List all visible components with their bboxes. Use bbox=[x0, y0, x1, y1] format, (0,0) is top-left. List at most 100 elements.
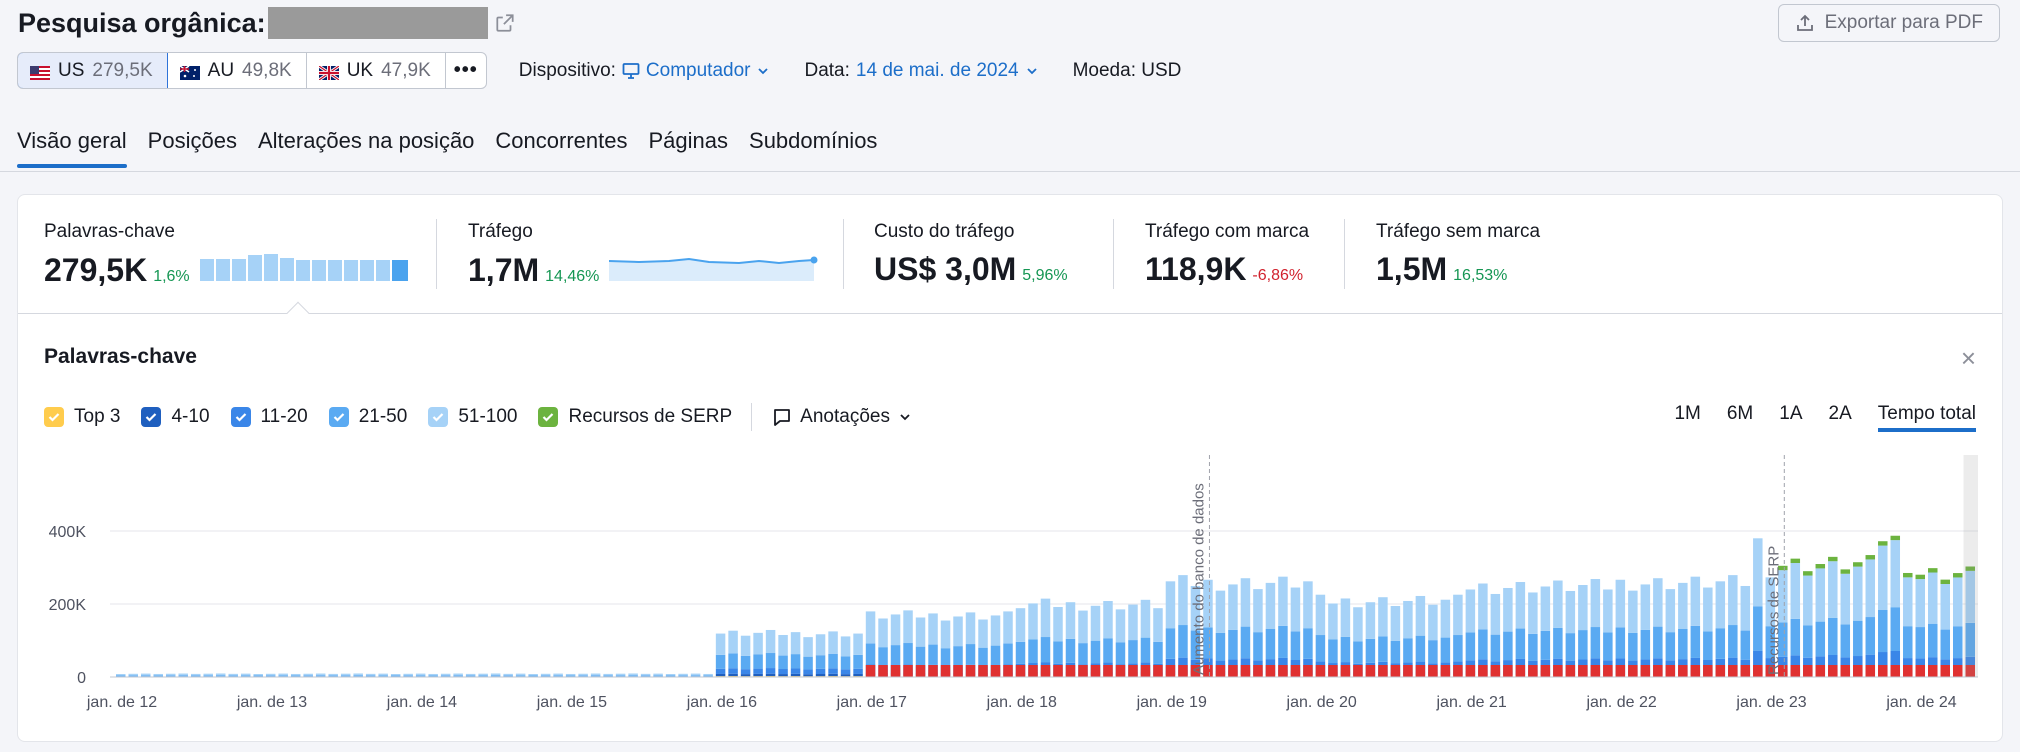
bar-segment bbox=[1690, 625, 1701, 658]
legend-51-100[interactable]: 51-100 bbox=[428, 406, 517, 428]
tab-position-changes[interactable]: Alterações na posição bbox=[257, 128, 475, 153]
bar-segment bbox=[953, 646, 963, 666]
serp-marker bbox=[1603, 665, 1613, 677]
bar-segment bbox=[303, 675, 313, 677]
device-dropdown[interactable]: Computador bbox=[622, 60, 771, 82]
external-link-icon[interactable] bbox=[494, 12, 516, 34]
current-period-highlight bbox=[1963, 455, 1978, 677]
bar-segment bbox=[1915, 579, 1926, 628]
date-filter[interactable]: Data: 14 de mai. de 2024 bbox=[804, 60, 1038, 82]
bar-segment bbox=[1065, 602, 1076, 639]
redacted-domain bbox=[267, 7, 488, 39]
legend-label: 11-20 bbox=[260, 406, 308, 427]
metric-traffic[interactable]: Tráfego 1,7M 14,46% bbox=[468, 221, 819, 289]
db-uk[interactable]: UK 47,9K bbox=[307, 53, 446, 88]
range-1m[interactable]: 1M bbox=[1674, 403, 1701, 424]
metric-nonbranded-traffic[interactable]: Tráfego sem marca 1,5M 16,53% bbox=[1376, 221, 1540, 288]
bar-segment bbox=[1178, 575, 1188, 626]
legend-4-10[interactable]: 4-10 bbox=[141, 406, 210, 428]
db-au[interactable]: AU 49,8K bbox=[168, 53, 307, 88]
bar-segment bbox=[753, 668, 763, 674]
bar-segment bbox=[353, 673, 363, 676]
range-all-time[interactable]: Tempo total bbox=[1877, 403, 1977, 432]
bar-segment bbox=[903, 643, 913, 665]
metric-branded-traffic[interactable]: Tráfego com marca 118,9K -6,86% bbox=[1145, 221, 1309, 288]
bar-segment bbox=[1190, 585, 1201, 631]
bar-segment bbox=[1803, 657, 1813, 670]
metric-keywords[interactable]: Palavras-chave 279,5K 1,6% bbox=[44, 221, 410, 289]
bar-segment bbox=[1753, 606, 1763, 651]
database-toolbar: US 279,5K AU 49,8K UK 47,9K ••• Disposit… bbox=[17, 52, 1215, 89]
bar-segment bbox=[1640, 659, 1651, 671]
tab-pages[interactable]: Páginas bbox=[648, 128, 729, 153]
serp-marker bbox=[1778, 665, 1788, 677]
bar-segment bbox=[1128, 640, 1138, 664]
metric-traffic-cost[interactable]: Custo do tráfego US$ 3,0M 5,96% bbox=[874, 221, 1068, 288]
bar-segment bbox=[328, 673, 338, 676]
checkbox-checked-icon[interactable] bbox=[230, 407, 251, 427]
serp-marker bbox=[1890, 665, 1901, 677]
bar-segment bbox=[1203, 627, 1213, 659]
serp-marker bbox=[1153, 665, 1163, 677]
bar-segment bbox=[1090, 640, 1101, 664]
legend-21-50[interactable]: 21-50 bbox=[328, 406, 407, 428]
tab-positions[interactable]: Posições bbox=[147, 128, 237, 153]
bar-segment bbox=[1703, 631, 1713, 661]
legend-11-20[interactable]: 11-20 bbox=[230, 406, 308, 428]
bar-segment-serp bbox=[1915, 574, 1926, 580]
bar-segment bbox=[1115, 642, 1126, 665]
bar-segment bbox=[1303, 658, 1313, 671]
bar-segment bbox=[265, 673, 276, 676]
serp-marker bbox=[1353, 665, 1363, 677]
bar-segment bbox=[703, 675, 713, 677]
bar-segment bbox=[1065, 638, 1076, 663]
bar-segment bbox=[815, 674, 826, 677]
bar-segment bbox=[228, 673, 238, 676]
serp-marker bbox=[1953, 665, 1963, 677]
bar-segment bbox=[1565, 590, 1576, 634]
bar-segment bbox=[1615, 658, 1626, 671]
tab-competitors[interactable]: Concorrentes bbox=[495, 128, 628, 153]
bar-segment bbox=[1278, 576, 1288, 626]
tab-subdomains[interactable]: Subdomínios bbox=[749, 128, 878, 153]
serp-marker bbox=[1440, 665, 1451, 677]
bar-segment bbox=[1615, 579, 1626, 628]
checkbox-checked-icon[interactable] bbox=[428, 407, 449, 427]
db-us[interactable]: US 279,5K bbox=[17, 53, 168, 88]
checkbox-checked-icon[interactable] bbox=[44, 407, 64, 427]
close-icon[interactable]: × bbox=[1960, 343, 1976, 373]
checkbox-checked-icon[interactable] bbox=[328, 407, 349, 427]
annotations-dropdown[interactable]: Anotações bbox=[772, 406, 912, 428]
date-dropdown[interactable]: 14 de mai. de 2024 bbox=[856, 60, 1039, 82]
bar-segment bbox=[828, 631, 838, 654]
bar-segment bbox=[1003, 643, 1013, 665]
tab-overview[interactable]: Visão geral bbox=[17, 128, 127, 168]
bar-segment bbox=[515, 675, 526, 677]
bar-segment bbox=[365, 675, 376, 677]
bar-segment bbox=[1790, 618, 1801, 656]
device-filter[interactable]: Dispositivo: Computador bbox=[519, 60, 771, 82]
more-databases-button[interactable]: ••• bbox=[453, 59, 478, 81]
checkbox-checked-icon[interactable] bbox=[538, 407, 559, 427]
bar-segment bbox=[490, 675, 501, 677]
legend-top3[interactable]: Top 3 bbox=[44, 406, 120, 428]
bar-segment bbox=[1928, 623, 1938, 658]
uk-flag-icon bbox=[317, 64, 340, 81]
bar-segment bbox=[1728, 575, 1738, 626]
legend-serp-features[interactable]: Recursos de SERP bbox=[538, 406, 732, 428]
upload-icon bbox=[1796, 14, 1813, 31]
bar-segment bbox=[890, 614, 901, 646]
range-2y[interactable]: 2A bbox=[1828, 403, 1852, 424]
checkbox-checked-icon[interactable] bbox=[141, 407, 162, 427]
bar-segment bbox=[1628, 632, 1638, 661]
bar-segment bbox=[1815, 621, 1826, 657]
bar-segment-serp bbox=[1840, 569, 1851, 574]
range-6m[interactable]: 6M bbox=[1726, 403, 1754, 424]
serp-marker bbox=[1490, 665, 1501, 677]
x-tick-label: jan. de 18 bbox=[986, 694, 1057, 711]
bar-segment bbox=[203, 673, 213, 676]
bar-segment bbox=[1165, 628, 1176, 659]
bar-segment bbox=[840, 669, 851, 675]
export-pdf-button[interactable]: Exportar para PDF bbox=[1777, 4, 2000, 42]
range-1y[interactable]: 1A bbox=[1779, 403, 1803, 424]
